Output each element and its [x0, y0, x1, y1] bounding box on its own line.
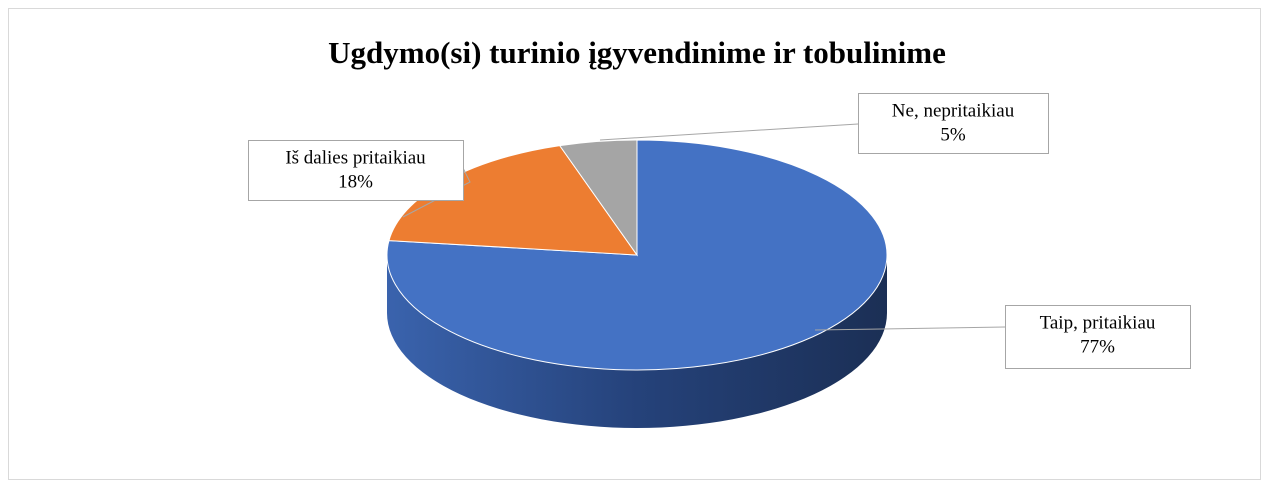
- leader-line: [599, 123, 859, 141]
- leader-line: [402, 167, 471, 218]
- slice-side: [387, 255, 887, 428]
- label-box: [1005, 305, 1191, 369]
- label-value: 77%: [1080, 336, 1115, 357]
- slice: [558, 139, 638, 257]
- label-category: Iš dalies pritaikiau: [285, 147, 426, 168]
- label-box: [858, 93, 1049, 154]
- label-value: 5%: [940, 124, 966, 145]
- label-value: 18%: [338, 171, 373, 192]
- label-box: [248, 140, 464, 201]
- label-category: Ne, nepritaikiau: [892, 100, 1015, 121]
- label-category: Taip, pritaikiau: [1040, 312, 1156, 333]
- chart-title: Ugdymo(si) turinio įgyvendinime ir tobul…: [328, 35, 946, 70]
- leader-line: [814, 326, 1006, 331]
